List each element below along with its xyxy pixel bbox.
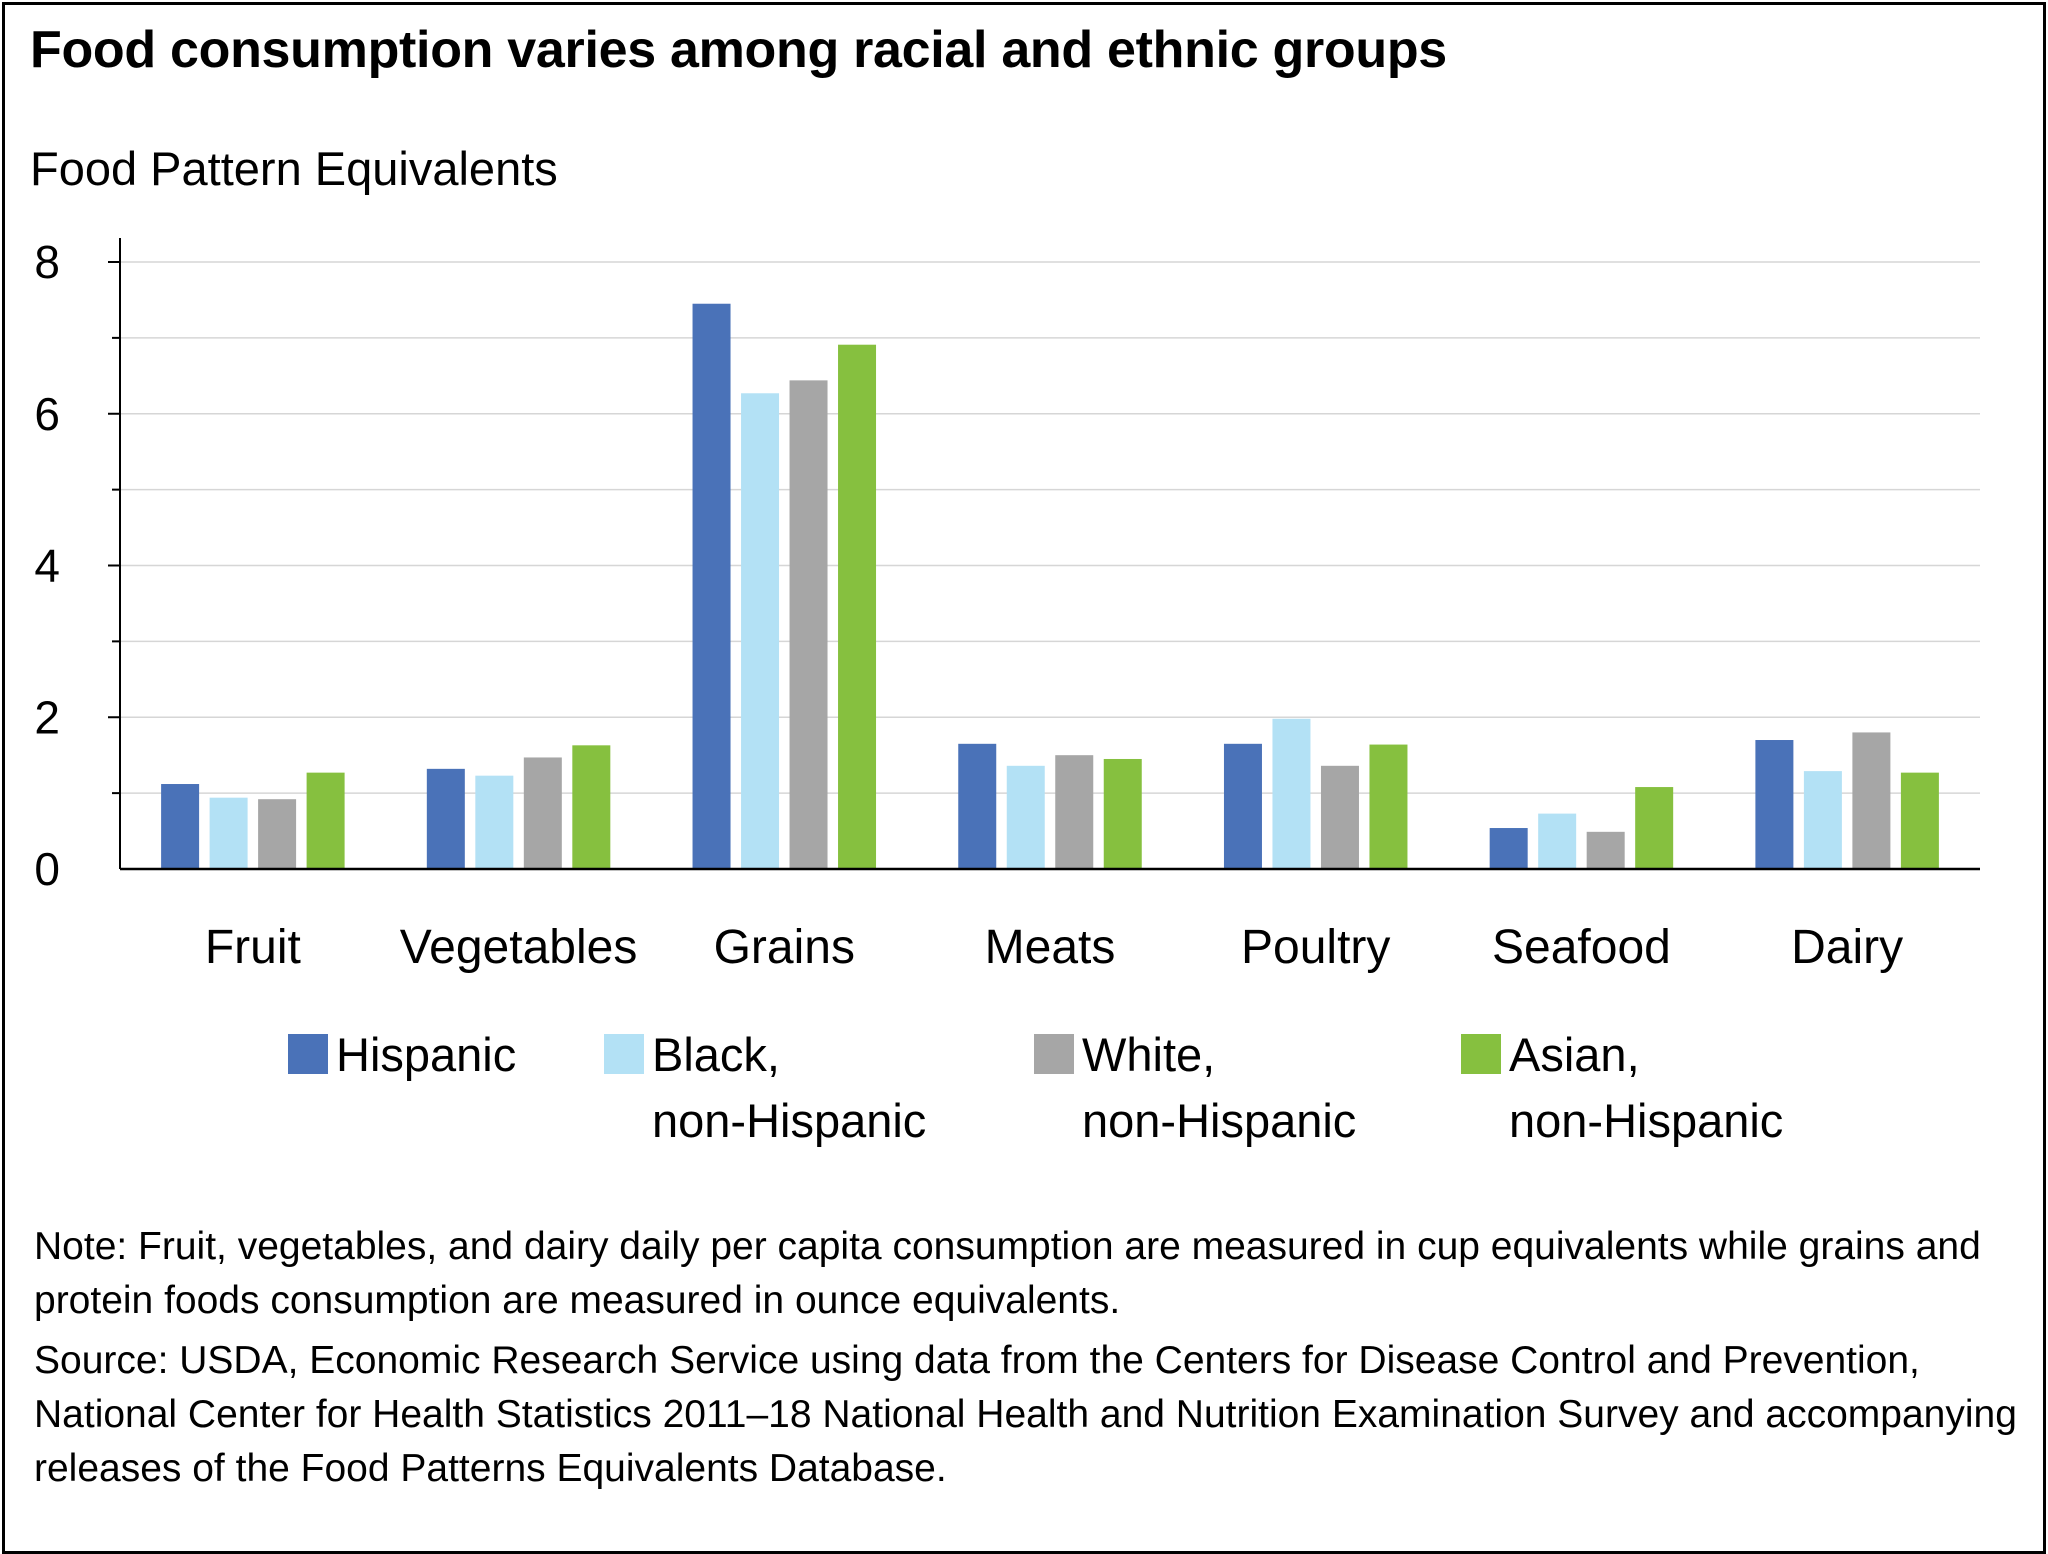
- bar-fruit-asian: [306, 772, 345, 869]
- legend-swatch-asian: [1461, 1034, 1501, 1074]
- bar-dairy-white: [1852, 732, 1891, 869]
- legend-label-black-line2: non-Hispanic: [652, 1094, 927, 1147]
- bar-fruit-black: [209, 797, 248, 869]
- y-tick-label: 0: [34, 843, 60, 895]
- bar-meats-black: [1006, 765, 1045, 869]
- bar-vegetables-white: [523, 757, 562, 869]
- gridlines: [120, 261, 1980, 794]
- bar-seafood-white: [1586, 831, 1625, 869]
- bar-poultry-hispanic: [1223, 743, 1262, 869]
- bar-meats-hispanic: [958, 743, 997, 869]
- bar-vegetables-asian: [572, 745, 611, 869]
- legend-label-white-line2: non-Hispanic: [1082, 1094, 1357, 1147]
- legend-label-hispanic: Hispanic: [336, 1028, 517, 1081]
- bar-grains-hispanic: [692, 303, 731, 869]
- legend-label-black-line1: Black,: [652, 1028, 780, 1081]
- y-tick-label: 4: [34, 540, 60, 592]
- y-tick-label: 2: [34, 691, 60, 743]
- bar-poultry-asian: [1369, 744, 1408, 869]
- x-tick-label: Poultry: [1241, 921, 1390, 974]
- x-tick-label: Vegetables: [400, 921, 638, 974]
- bar-vegetables-hispanic: [426, 768, 465, 869]
- bar-fruit-white: [258, 799, 297, 869]
- x-tick-label: Grains: [714, 921, 855, 974]
- bar-poultry-white: [1320, 765, 1359, 869]
- chart-title: Food consumption varies among racial and…: [30, 21, 1447, 79]
- legend-item-black: Black, non-Hispanic: [604, 1022, 926, 1154]
- legend-item-hispanic: Hispanic: [288, 1022, 516, 1088]
- bars: [161, 303, 1939, 869]
- y-axis-title: Food Pattern Equivalents: [30, 142, 558, 195]
- bar-meats-asian: [1103, 758, 1142, 869]
- legend-swatch-hispanic: [288, 1034, 328, 1074]
- bar-seafood-black: [1538, 813, 1577, 869]
- bar-grains-black: [741, 393, 780, 869]
- legend-item-asian: Asian, non-Hispanic: [1461, 1022, 1783, 1154]
- legend-label-asian-line1: Asian,: [1509, 1028, 1640, 1081]
- y-tick-label: 6: [34, 388, 60, 440]
- bar-poultry-black: [1272, 718, 1311, 869]
- bar-fruit-hispanic: [161, 784, 200, 869]
- source-text: Source: USDA, Economic Research Service …: [34, 1339, 2017, 1490]
- bar-seafood-hispanic: [1489, 828, 1528, 869]
- bar-dairy-black: [1803, 771, 1842, 869]
- bar-grains-white: [789, 380, 828, 869]
- notes: Note: Fruit, vegetables, and dairy daily…: [34, 1220, 2019, 1496]
- bar-dairy-asian: [1900, 772, 1939, 869]
- legend-label-white-line1: White,: [1082, 1028, 1216, 1081]
- bar-vegetables-black: [475, 775, 514, 869]
- axis-labels: 0 2 4 6 8 Fruit Vegetables Grains Meats Poultry Se…: [34, 236, 1903, 974]
- x-tick-label: Dairy: [1791, 921, 1903, 974]
- x-tick-label: Meats: [985, 921, 1116, 974]
- bar-grains-asian: [838, 344, 877, 869]
- bar-meats-white: [1055, 755, 1094, 869]
- legend-swatch-black: [604, 1034, 644, 1074]
- note-text: Note: Fruit, vegetables, and dairy daily…: [34, 1225, 1981, 1322]
- x-tick-label: Fruit: [205, 921, 301, 974]
- bar-seafood-asian: [1635, 787, 1674, 869]
- y-tick-label: 8: [34, 236, 60, 288]
- legend-swatch-white: [1034, 1034, 1074, 1074]
- x-tick-label: Seafood: [1492, 921, 1671, 974]
- axes: [108, 238, 1980, 871]
- bar-dairy-hispanic: [1755, 740, 1794, 869]
- legend-label-asian-line2: non-Hispanic: [1509, 1094, 1784, 1147]
- legend-item-white: White, non-Hispanic: [1034, 1022, 1356, 1154]
